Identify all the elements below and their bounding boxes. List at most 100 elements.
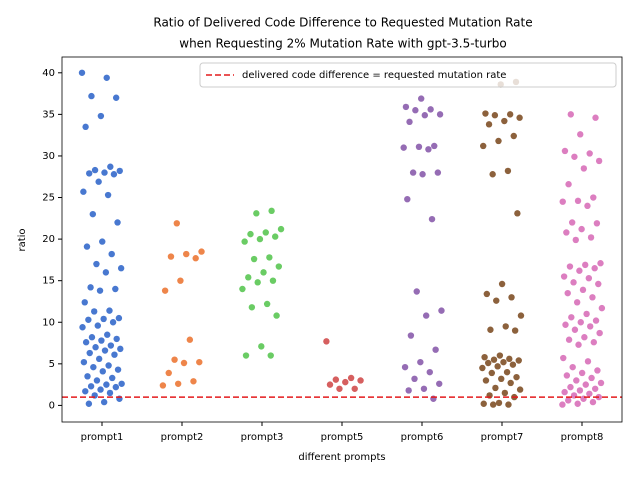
point — [596, 329, 603, 337]
point — [480, 142, 487, 150]
y-axis-label: ratio — [17, 228, 28, 251]
point — [498, 280, 506, 288]
point — [407, 332, 415, 339]
point — [422, 312, 430, 319]
point — [495, 399, 503, 407]
point — [507, 379, 514, 387]
point — [427, 106, 434, 113]
point — [588, 374, 595, 382]
point — [595, 280, 602, 288]
point — [332, 376, 340, 383]
point — [116, 167, 123, 175]
point — [180, 359, 188, 367]
point — [92, 344, 99, 351]
point — [565, 336, 573, 343]
point — [594, 367, 601, 374]
point — [196, 358, 203, 366]
point — [97, 112, 105, 120]
point — [496, 352, 504, 359]
point — [431, 142, 438, 150]
point — [342, 378, 349, 386]
point — [107, 342, 115, 349]
point — [100, 398, 108, 406]
point — [192, 255, 199, 262]
point — [483, 290, 491, 298]
y-tick-label: 0 — [49, 400, 55, 411]
point — [516, 114, 523, 121]
point — [245, 274, 252, 281]
point — [86, 349, 93, 357]
point — [83, 243, 91, 250]
point — [495, 137, 502, 145]
x-tick-label: prompt2 — [161, 432, 204, 443]
point — [82, 123, 89, 131]
point — [100, 315, 107, 323]
point — [584, 358, 592, 365]
point — [421, 112, 429, 119]
point — [590, 339, 598, 346]
point — [115, 314, 123, 322]
point — [159, 382, 167, 389]
point — [99, 238, 106, 245]
point — [564, 289, 571, 297]
point — [241, 238, 248, 245]
point — [503, 368, 511, 376]
point — [79, 324, 86, 331]
point — [112, 285, 119, 293]
point — [438, 307, 445, 314]
point — [98, 337, 105, 344]
point — [102, 269, 110, 276]
point — [117, 345, 124, 353]
point — [572, 236, 579, 244]
point — [106, 389, 114, 397]
point — [502, 323, 509, 330]
point — [500, 358, 507, 366]
point — [351, 385, 358, 392]
point — [114, 219, 121, 226]
point — [591, 265, 598, 272]
legend-box — [199, 62, 617, 88]
point — [323, 338, 330, 345]
point — [511, 327, 519, 334]
point — [113, 335, 120, 343]
point — [250, 255, 258, 263]
point — [413, 288, 420, 295]
point — [112, 94, 120, 101]
point — [578, 369, 586, 377]
point — [589, 294, 596, 301]
point — [436, 111, 444, 118]
point — [248, 304, 256, 311]
point — [597, 260, 604, 267]
chart-title: Ratio of Delivered Code Difference to Re… — [153, 16, 532, 30]
point — [266, 254, 273, 261]
point — [418, 95, 425, 102]
point — [571, 326, 579, 333]
point — [581, 334, 588, 341]
point — [247, 230, 254, 238]
point — [485, 121, 493, 128]
point — [592, 114, 599, 121]
point — [263, 300, 271, 308]
point — [90, 308, 98, 315]
point — [493, 297, 500, 304]
point — [573, 377, 580, 384]
point — [426, 368, 433, 376]
y-tick-label: 15 — [42, 276, 55, 287]
point — [88, 334, 96, 341]
point — [517, 312, 525, 319]
point — [165, 369, 172, 377]
point — [183, 250, 190, 258]
point — [489, 171, 496, 178]
point — [513, 373, 520, 381]
point — [412, 107, 419, 114]
point — [103, 381, 110, 388]
point — [479, 364, 486, 372]
point — [598, 304, 606, 312]
point — [595, 157, 603, 165]
point — [95, 355, 103, 363]
point — [81, 299, 88, 306]
point — [506, 355, 513, 363]
point — [575, 341, 582, 348]
point — [357, 377, 364, 384]
